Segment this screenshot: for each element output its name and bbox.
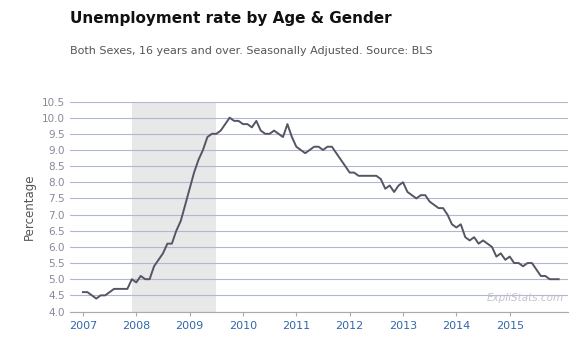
Text: Unemployment rate by Age & Gender: Unemployment rate by Age & Gender: [70, 10, 392, 26]
Bar: [132, 102, 216, 312]
Y-axis label: Percentage: Percentage: [23, 173, 36, 240]
Text: Both Sexes, 16 years and over. Seasonally Adjusted. Source: BLS: Both Sexes, 16 years and over. Seasonall…: [70, 46, 432, 56]
Text: ExpliStats.com: ExpliStats.com: [486, 293, 563, 303]
